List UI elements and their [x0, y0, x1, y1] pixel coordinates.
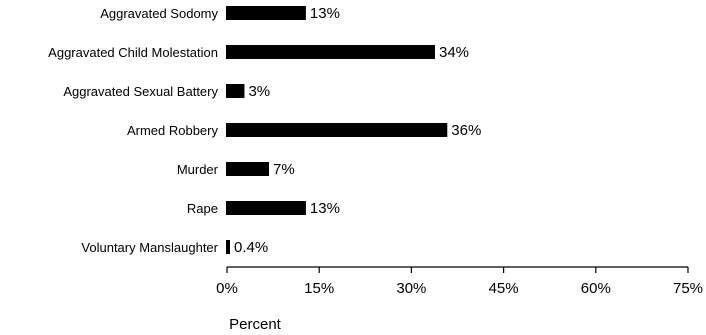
- bar-armed-robbery: [226, 123, 448, 137]
- x-tick-label: 60%: [581, 280, 611, 297]
- category-label-murder: Murder: [177, 162, 219, 177]
- bar-aggravated-sodomy: [226, 6, 306, 20]
- value-label-aggravated-child-molestation: 34%: [439, 44, 469, 61]
- x-axis-title: Percent: [229, 316, 282, 333]
- category-label-rape: Rape: [187, 201, 218, 216]
- category-label-aggravated-sexual-battery: Aggravated Sexual Battery: [63, 84, 218, 99]
- bar-aggravated-child-molestation: [226, 45, 435, 59]
- x-tick-label: 75%: [673, 280, 703, 297]
- x-tick-label: 30%: [396, 280, 426, 297]
- value-label-voluntary-manslaughter: 0.4%: [234, 239, 268, 256]
- category-label-aggravated-sodomy: Aggravated Sodomy: [100, 6, 218, 21]
- bar-aggravated-sexual-battery: [226, 84, 245, 98]
- bar-murder: [226, 162, 270, 176]
- value-label-aggravated-sexual-battery: 3%: [248, 83, 270, 100]
- labels-layer: Aggravated Sodomy 13% Aggravated Child Mol…: [48, 5, 481, 256]
- category-label-aggravated-child-molestation: Aggravated Child Molestation: [48, 45, 218, 60]
- bar-rape: [226, 201, 306, 215]
- value-label-armed-robbery: 36%: [451, 122, 481, 139]
- value-label-murder: 7%: [273, 161, 295, 178]
- x-tick-label: 45%: [489, 280, 519, 297]
- x-tick-label: 0%: [216, 280, 238, 297]
- bars-layer: [226, 6, 448, 254]
- bar-voluntary-manslaughter: [226, 240, 230, 254]
- x-tick-label: 15%: [304, 280, 334, 297]
- x-axis: 0% 15% 30% 45% 60% 75%: [216, 266, 703, 297]
- value-label-rape: 13%: [310, 200, 340, 217]
- category-label-armed-robbery: Armed Robbery: [127, 123, 219, 138]
- value-label-aggravated-sodomy: 13%: [310, 5, 340, 22]
- category-label-voluntary-manslaughter: Voluntary Manslaughter: [81, 240, 218, 255]
